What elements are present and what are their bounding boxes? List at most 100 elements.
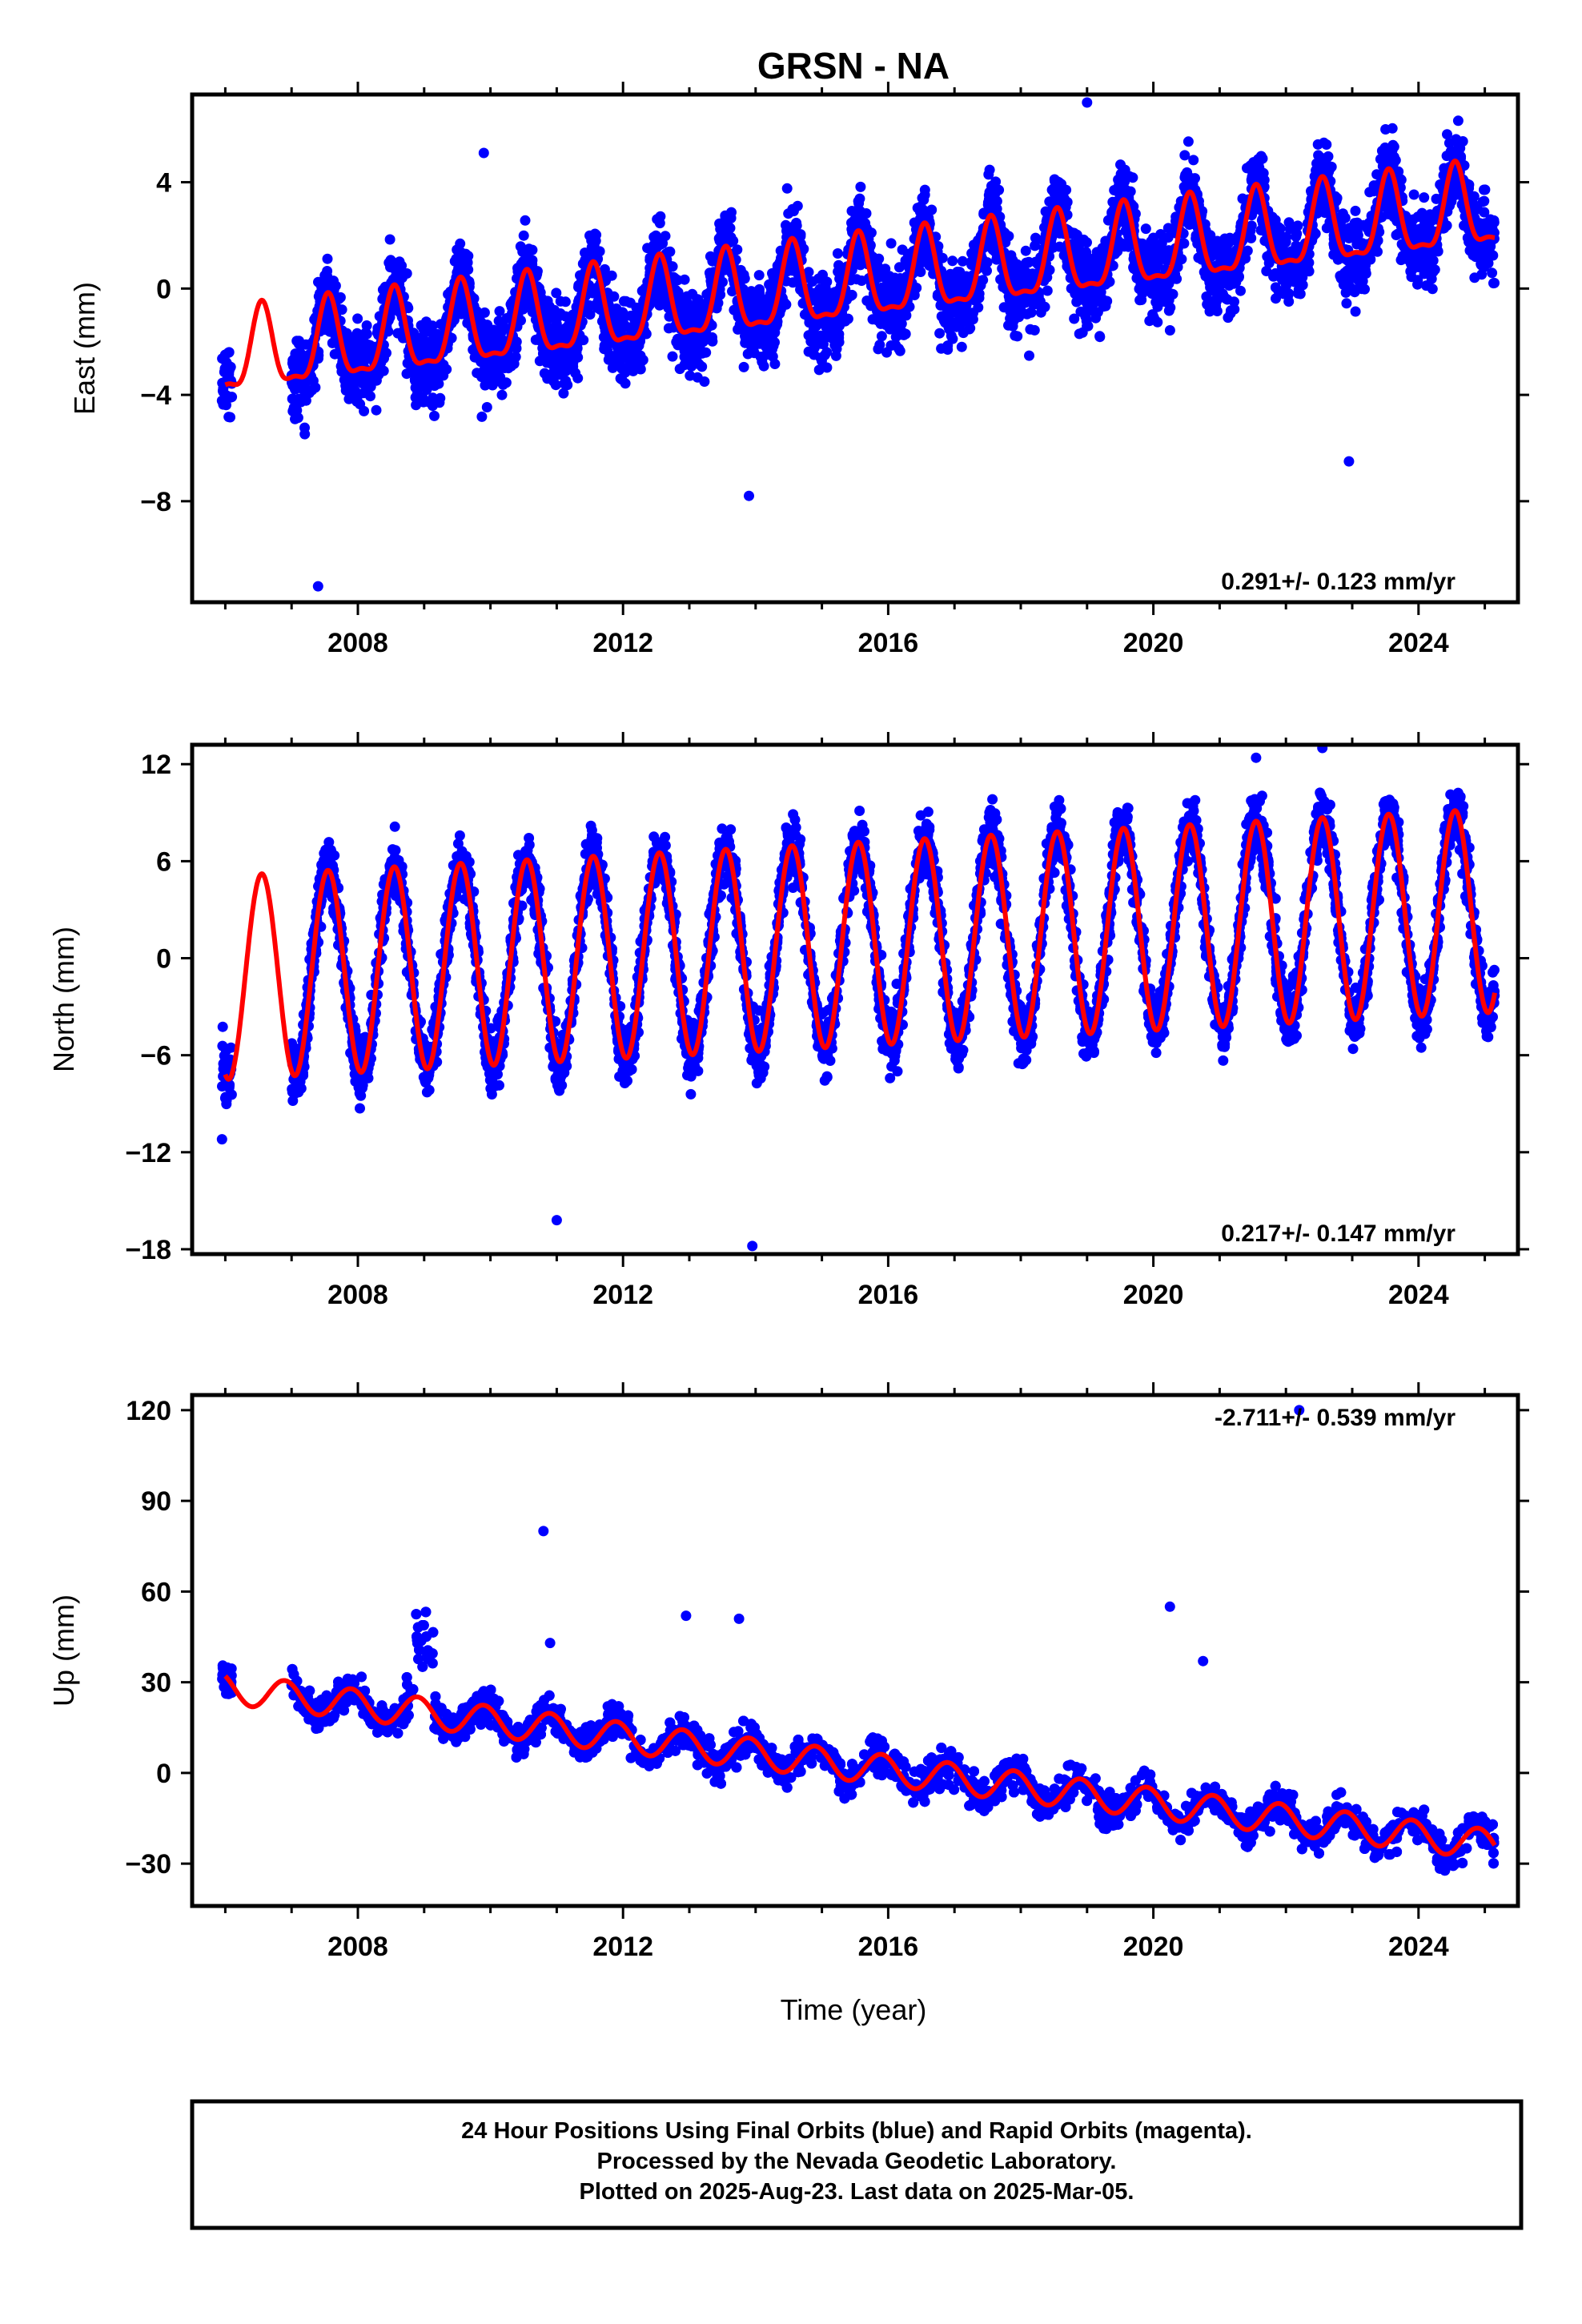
data-point bbox=[1235, 285, 1246, 296]
data-point bbox=[652, 214, 663, 225]
data-point bbox=[217, 1021, 228, 1032]
data-point bbox=[1268, 271, 1279, 282]
y-axis-label: East (mm) bbox=[68, 282, 101, 415]
data-point bbox=[918, 251, 930, 263]
data-point bbox=[881, 347, 892, 358]
data-point bbox=[1385, 202, 1396, 213]
data-point bbox=[476, 411, 488, 422]
data-point bbox=[781, 183, 793, 194]
data-point bbox=[679, 360, 690, 371]
final-orbit-points bbox=[216, 745, 1500, 1252]
data-point bbox=[1182, 136, 1194, 147]
data-point bbox=[556, 333, 567, 344]
data-point bbox=[552, 322, 563, 333]
data-point bbox=[435, 392, 446, 404]
y-tick-label: 0 bbox=[156, 274, 171, 304]
data-point bbox=[1074, 240, 1085, 251]
data-point bbox=[457, 265, 468, 276]
data-point bbox=[1079, 255, 1090, 266]
data-point bbox=[642, 243, 653, 254]
data-point bbox=[739, 273, 750, 284]
data-point bbox=[978, 207, 990, 219]
data-point bbox=[984, 187, 995, 198]
data-point bbox=[818, 339, 829, 350]
data-point bbox=[720, 264, 730, 275]
data-point bbox=[1338, 279, 1349, 290]
data-point bbox=[345, 389, 356, 400]
data-point bbox=[449, 255, 460, 267]
data-point bbox=[764, 279, 775, 290]
data-point bbox=[287, 404, 299, 416]
data-point bbox=[1140, 223, 1151, 235]
data-point bbox=[412, 388, 423, 400]
data-point bbox=[656, 287, 668, 298]
data-point bbox=[867, 314, 878, 325]
data-point bbox=[1455, 143, 1466, 154]
data-point bbox=[299, 428, 311, 440]
data-point bbox=[1303, 257, 1315, 268]
data-point bbox=[1261, 266, 1272, 276]
data-point bbox=[657, 238, 669, 249]
data-point bbox=[1069, 313, 1080, 324]
data-point bbox=[1372, 246, 1383, 257]
data-point bbox=[1270, 282, 1281, 293]
data-point bbox=[463, 251, 474, 262]
data-point bbox=[1202, 299, 1213, 310]
data-point bbox=[428, 330, 440, 341]
data-point bbox=[1162, 223, 1174, 234]
data-point bbox=[934, 328, 946, 339]
data-point bbox=[483, 331, 494, 342]
data-point bbox=[384, 234, 396, 245]
data-point bbox=[758, 360, 769, 372]
data-point bbox=[1024, 350, 1034, 361]
data-point bbox=[830, 339, 841, 350]
data-point bbox=[629, 356, 640, 367]
data-point bbox=[1086, 303, 1098, 314]
data-point bbox=[429, 410, 440, 421]
data-point bbox=[1371, 169, 1383, 180]
data-point bbox=[1425, 247, 1436, 257]
data-point bbox=[833, 328, 845, 340]
figure-title: GRSN - NA bbox=[757, 45, 950, 86]
data-point bbox=[496, 320, 508, 331]
data-point bbox=[821, 362, 833, 373]
data-point bbox=[918, 194, 930, 205]
data-point bbox=[371, 404, 382, 416]
data-point bbox=[221, 390, 232, 401]
data-point bbox=[496, 389, 508, 400]
data-point bbox=[1350, 205, 1361, 216]
data-point bbox=[1321, 139, 1332, 150]
data-point bbox=[753, 270, 765, 281]
data-point bbox=[616, 363, 628, 374]
data-point bbox=[946, 287, 958, 298]
data-point bbox=[1212, 235, 1223, 247]
data-point bbox=[1350, 306, 1361, 317]
data-point bbox=[861, 208, 872, 219]
data-point bbox=[1423, 220, 1435, 231]
data-point bbox=[344, 339, 355, 350]
data-point bbox=[880, 263, 891, 275]
data-point bbox=[955, 304, 966, 316]
data-point bbox=[685, 370, 696, 381]
data-point bbox=[616, 374, 628, 385]
data-point bbox=[1148, 232, 1159, 243]
data-point bbox=[1339, 268, 1350, 279]
data-point bbox=[667, 351, 678, 362]
data-point bbox=[1427, 283, 1438, 295]
data-point bbox=[821, 276, 833, 287]
data-point bbox=[524, 243, 535, 255]
data-point bbox=[1477, 255, 1488, 266]
data-point bbox=[897, 244, 908, 255]
data-point bbox=[682, 306, 693, 317]
data-point bbox=[560, 365, 572, 376]
data-point bbox=[890, 332, 901, 343]
data-point bbox=[1211, 306, 1223, 316]
data-point bbox=[358, 388, 369, 399]
data-point bbox=[1084, 291, 1095, 302]
data-point bbox=[699, 376, 710, 387]
data-point bbox=[845, 290, 857, 301]
data-point bbox=[452, 244, 463, 255]
data-point bbox=[957, 255, 968, 267]
data-point bbox=[423, 341, 434, 352]
data-point bbox=[909, 290, 920, 300]
